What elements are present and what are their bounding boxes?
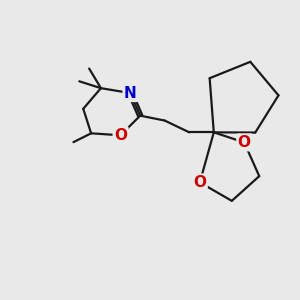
Text: N: N (124, 85, 137, 100)
Text: O: O (193, 175, 206, 190)
Text: O: O (238, 135, 251, 150)
Text: O: O (114, 128, 127, 143)
